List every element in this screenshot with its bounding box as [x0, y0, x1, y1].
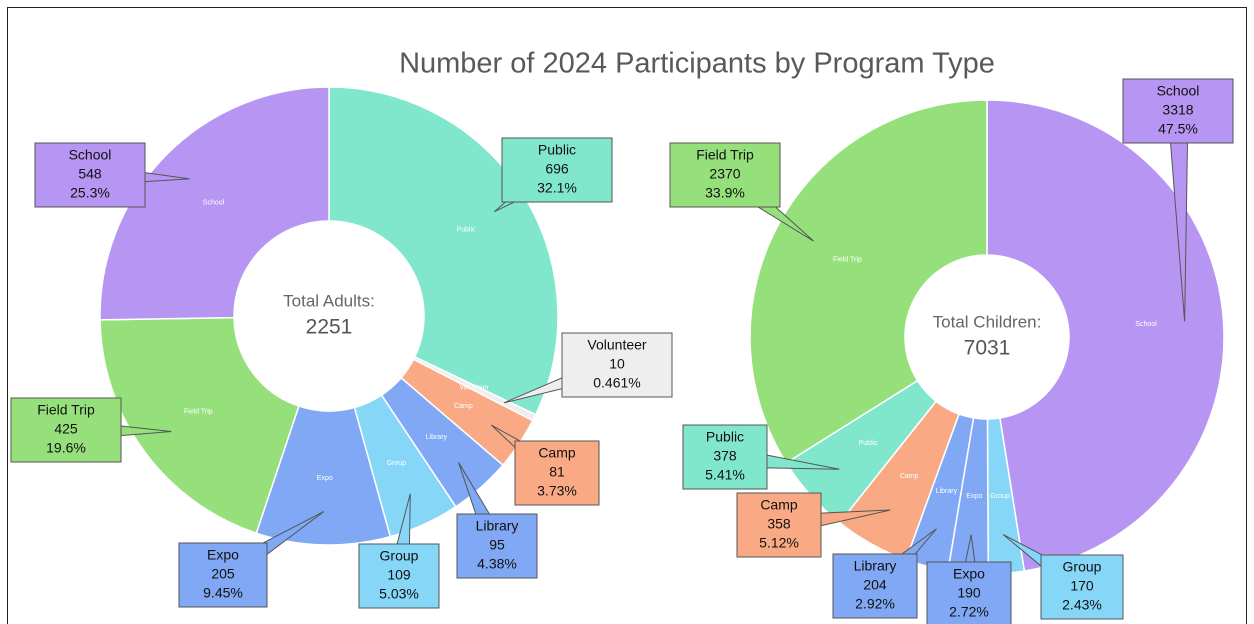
donut-slice	[99, 316, 300, 535]
center-total: 7031	[964, 337, 1011, 360]
chart-title: Number of 2024 Participants by Program T…	[399, 48, 995, 80]
slice-label: Public	[859, 440, 879, 447]
callout-box	[669, 142, 781, 208]
callout-value: 378	[713, 448, 737, 464]
callout-percent: 2.92%	[855, 596, 895, 612]
callout-box	[926, 561, 1012, 624]
callout-box	[1122, 78, 1234, 144]
callout-percent: 2.43%	[1062, 597, 1102, 613]
callout-box	[10, 397, 122, 463]
slice-label: Field Trip	[184, 409, 213, 416]
callout-value: 548	[78, 166, 102, 182]
callout-category: Expo	[953, 566, 985, 582]
slice-label: School	[1135, 321, 1157, 328]
slice-label: School	[203, 199, 225, 206]
callout-category: Camp	[760, 497, 798, 513]
callout-percent: 5.03%	[379, 586, 419, 602]
callout-box	[736, 492, 822, 558]
callout-percent: 19.6%	[46, 440, 86, 456]
callout-value: 3318	[1162, 102, 1193, 118]
slice-label: Group	[990, 493, 1010, 500]
callout-value: 2370	[709, 166, 740, 182]
callout-category: Public	[706, 429, 744, 445]
slice-label: Expo	[966, 493, 982, 500]
callout-value: 425	[54, 421, 78, 437]
slice-label: Volunteer	[459, 385, 489, 392]
center-total: 2251	[306, 316, 353, 339]
slice-label: Expo	[317, 475, 333, 482]
callout-category: Group	[1063, 559, 1102, 575]
callout-category: Library	[476, 518, 519, 534]
callout-box	[514, 440, 600, 506]
callout-percent: 25.3%	[70, 185, 110, 201]
callout-percent: 47.5%	[1158, 121, 1198, 137]
callout-value: 204	[863, 577, 887, 593]
callout-box	[832, 553, 918, 619]
callout-category: Public	[538, 142, 576, 158]
callout-percent: 32.1%	[537, 180, 577, 196]
slice-label: Library	[426, 434, 448, 441]
callout-category: School	[1157, 83, 1200, 99]
center-label: Total Children:	[933, 312, 1042, 331]
center-label: Total Adults:	[283, 291, 375, 310]
callout-percent: 3.73%	[537, 483, 577, 499]
slice-label: Camp	[454, 403, 473, 410]
callout-value: 358	[767, 516, 791, 532]
donut-slice	[99, 86, 330, 321]
callout-category: Field Trip	[696, 147, 754, 163]
callout-box	[561, 332, 673, 398]
donut-slice	[749, 99, 988, 464]
callout-box	[682, 424, 768, 490]
callout-value: 190	[957, 585, 981, 601]
callout-percent: 4.38%	[477, 556, 517, 572]
callout-category: Camp	[538, 445, 576, 461]
donut-slice	[328, 86, 559, 416]
callout-box	[1040, 554, 1124, 620]
callout-value: 95	[489, 537, 505, 553]
callout-percent: 33.9%	[705, 185, 745, 201]
callout-value: 10	[609, 356, 625, 372]
callout-box	[456, 513, 538, 579]
slice-label: Public	[456, 226, 476, 233]
callout-value: 696	[545, 161, 569, 177]
slice-label: Group	[387, 460, 407, 467]
donut-slice	[986, 99, 1225, 572]
slice-label: Field Trip	[833, 257, 862, 264]
callout-percent: 5.41%	[705, 467, 745, 483]
callout-box	[34, 142, 146, 208]
callout-category: Volunteer	[587, 337, 646, 353]
callout-category: Library	[854, 558, 897, 574]
callout-category: Expo	[207, 547, 239, 563]
slice-label: Library	[936, 488, 958, 495]
callout-value: 205	[211, 566, 235, 582]
callout-category: Field Trip	[37, 402, 95, 418]
frame	[7, 7, 1247, 624]
callout-percent: 5.12%	[759, 535, 799, 551]
callout-category: School	[69, 147, 112, 163]
callout-value: 81	[549, 464, 565, 480]
callout-value: 170	[1070, 578, 1094, 594]
callout-percent: 9.45%	[203, 585, 243, 601]
callout-box	[358, 543, 440, 609]
callout-percent: 2.72%	[949, 604, 989, 620]
callout-box	[501, 137, 613, 203]
callout-percent: 0.461%	[593, 375, 640, 391]
callout-box	[178, 542, 268, 608]
callout-category: Group	[380, 548, 419, 564]
slice-label: Camp	[900, 473, 919, 480]
callout-value: 109	[387, 567, 411, 583]
